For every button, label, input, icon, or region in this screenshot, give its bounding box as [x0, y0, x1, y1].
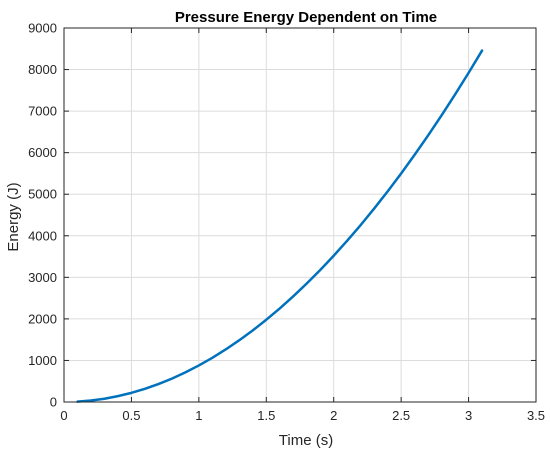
x-tick-label: 3.5 [527, 408, 545, 423]
y-tick-label: 1000 [28, 353, 57, 368]
y-tick-label: 2000 [28, 311, 57, 326]
y-axis-label: Energy (J) [5, 182, 22, 251]
x-axis-label: Time (s) [279, 432, 333, 449]
y-tick-label: 9000 [28, 21, 57, 36]
x-tick-label: 0 [60, 408, 67, 423]
y-tick-label: 6000 [28, 145, 57, 160]
chart-title: Pressure Energy Dependent on Time [175, 9, 437, 26]
y-tick-label: 0 [50, 395, 57, 410]
y-tick-label: 8000 [28, 62, 57, 77]
x-tick-label: 2 [330, 408, 337, 423]
y-tick-label: 7000 [28, 104, 57, 119]
x-tick-label: 1.5 [257, 408, 275, 423]
series-layer [76, 49, 484, 403]
y-tick-label: 5000 [28, 187, 57, 202]
x-tick-label: 2.5 [392, 408, 410, 423]
x-tick-label: 3 [465, 408, 472, 423]
series-line [76, 49, 484, 403]
x-tick-label: 0.5 [122, 408, 140, 423]
grid-lines [64, 28, 536, 402]
tick-labels: 0 0.5 1 1.5 2 2.5 3 3.5 0 1000 2000 3000 4000 5000 600… [28, 21, 545, 424]
axes-frame [63, 27, 537, 403]
plot-box [63, 27, 537, 403]
x-tick-label: 1 [195, 408, 202, 423]
y-tick-label: 3000 [28, 270, 57, 285]
y-tick-label: 4000 [28, 228, 57, 243]
